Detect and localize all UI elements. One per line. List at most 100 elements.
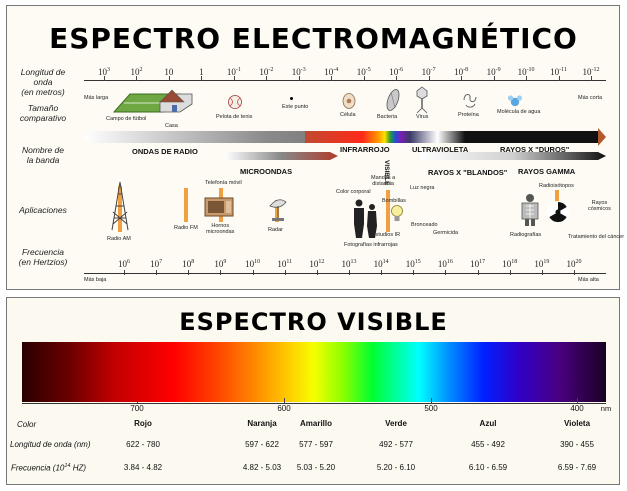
people-silhouette-icon <box>354 199 377 238</box>
wavelength-tick-exponent: -7 <box>430 67 436 73</box>
frequency-tick-exponent: 7 <box>159 259 163 265</box>
frequency-tick: 1014 <box>374 259 389 269</box>
wavelength-nm-row-label: Longitud de onda (nm) <box>10 440 91 449</box>
xray-person-icon <box>521 194 539 226</box>
nm-tick-mark <box>284 398 285 403</box>
protein-icon <box>463 94 477 108</box>
frequency-tick-base: 10 <box>373 259 383 269</box>
nm-tick: 700 <box>130 404 144 413</box>
microwave-band-arrow <box>225 152 338 160</box>
frequency-tick-exponent: 17 <box>479 259 486 265</box>
band-radio-label: ONDAS DE RADIO <box>132 147 198 156</box>
frequency-tick-exponent: 9 <box>223 259 227 265</box>
wavelength-tick-mark <box>558 76 560 81</box>
nm-tick: 500 <box>424 404 438 413</box>
frequency-tick-base: 10 <box>341 259 351 269</box>
wave-left-note: Más larga <box>84 95 109 101</box>
frequency-tick-base: 10 <box>118 259 127 269</box>
frequency-tick-base: 10 <box>437 259 447 269</box>
color-frequency: 4.82 - 5.03 <box>242 463 282 472</box>
frequency-tick: 1011 <box>277 259 292 269</box>
color-name: Verde <box>385 419 407 428</box>
frequency-axis <box>84 273 606 274</box>
frequency-tick-base: 10 <box>214 259 224 269</box>
color-name: Rojo <box>134 419 152 428</box>
wavelength-tick-base: 10 <box>226 67 236 77</box>
size-dot-label: Este punto <box>282 104 309 110</box>
wavelength-tick-exponent: -6 <box>398 67 404 73</box>
frequency-tick-mark <box>156 270 158 275</box>
wavelength-tick-exponent: -3 <box>300 67 306 73</box>
frequency-tick-base: 10 <box>470 259 480 269</box>
band-xray-soft-label: RAYOS X "BLANDOS" <box>428 168 508 177</box>
app-cosmic-label: Rayos cósmicos <box>588 200 611 212</box>
apps-row-label: Aplicaciones <box>19 205 67 215</box>
wavelength-tick-exponent: -8 <box>463 67 469 73</box>
wavelength-tick-base: 10 <box>130 67 140 77</box>
wavelength-tick-base: 10 <box>291 67 301 77</box>
wavelength-row-label-line2: (en metros) <box>21 87 65 97</box>
color-wavelength: 492 - 577 <box>379 440 413 449</box>
frequency-tick-exponent: 11 <box>286 259 293 265</box>
wavelength-tick-mark <box>331 76 333 81</box>
nm-unit: nm <box>600 404 612 413</box>
wavelength-tick-mark <box>168 76 170 81</box>
frequency-tick-base: 10 <box>502 259 512 269</box>
infrared-visible-band <box>305 131 410 143</box>
frequency-tick-base: 10 <box>150 259 160 269</box>
bacteria-icon <box>386 89 400 111</box>
band-infrared-label: INFRARROJO <box>340 145 390 154</box>
app-ovens-label-line1: Hornos <box>211 223 230 229</box>
wavelength-tick: 103 <box>98 67 110 77</box>
frequency-tick: 1015 <box>406 259 421 269</box>
wavelength-tick-base: 10 <box>164 67 174 77</box>
visible-spectrum-bar <box>22 342 606 402</box>
wavelength-tick: 10-1 <box>227 67 241 77</box>
frequency-tick: 1010 <box>245 259 260 269</box>
frequency-tick-mark <box>445 270 447 275</box>
size-football-label: Campo de fútbol <box>106 116 147 122</box>
frequency-tick-base: 10 <box>245 259 255 269</box>
wavelength-tick-mark <box>363 76 365 81</box>
app-ir-photos-label: Fotografías infrarrojas <box>344 242 398 248</box>
radiation-icon <box>547 201 569 223</box>
wavelength-tick: 10-4 <box>324 67 338 77</box>
frequency-tick-mark <box>220 270 222 275</box>
frequency-tick-base: 10 <box>309 259 319 269</box>
football-field-icon <box>112 89 193 113</box>
size-bacteria-label: Bacteria <box>377 114 398 120</box>
frequency-row-label-line2: (en Hertzios) <box>18 257 68 267</box>
frequency-tick-mark <box>316 270 318 275</box>
radar-dish-icon <box>269 199 287 221</box>
nm-tick-mark <box>577 398 578 403</box>
frequency-hz-row-label: Frecuencia (1014 HZ) <box>11 463 86 473</box>
frequency-tick-mark <box>413 270 415 275</box>
frequency-tick-exponent: 19 <box>543 259 550 265</box>
frequency-tick: 106 <box>118 259 130 269</box>
size-row-label: Tamaño comparativo <box>12 103 74 123</box>
wavelength-tick: 10-9 <box>487 67 501 77</box>
frequency-tick-mark <box>252 270 254 275</box>
size-virus-label: Virus <box>416 114 429 120</box>
nm-tick: 600 <box>277 404 291 413</box>
freq-label-post: HZ) <box>70 463 87 473</box>
radio-fm-marker <box>184 188 188 222</box>
frequency-tick-exponent: 15 <box>414 259 421 265</box>
wavelength-tick-mark <box>396 76 398 81</box>
wavelength-tick-exponent: -2 <box>268 67 274 73</box>
wavelength-tick-base: 10 <box>389 67 399 77</box>
wavelength-tick: 10-5 <box>357 67 371 77</box>
wavelength-tick-exponent: 2 <box>139 67 143 73</box>
color-row-label: Color <box>17 420 37 429</box>
wavelength-tick-exponent: -1 <box>235 67 241 73</box>
wavelength-tick: 10-10 <box>518 67 535 77</box>
app-xrays-label: Radiografías <box>510 232 542 238</box>
wavelength-tick-exponent: -12 <box>591 67 600 73</box>
light-bulb-icon <box>391 205 403 221</box>
wavelength-tick-base: 10 <box>98 67 107 77</box>
color-wavelength: 577 - 597 <box>299 440 333 449</box>
frequency-tick: 1013 <box>342 259 357 269</box>
band-row-label: Nombre de la banda <box>12 145 74 165</box>
frequency-tick-exponent: 20 <box>575 259 582 265</box>
frequency-tick-exponent: 10 <box>254 259 261 265</box>
